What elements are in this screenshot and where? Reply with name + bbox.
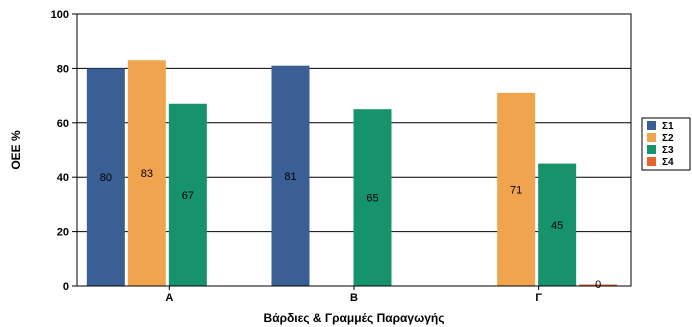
- data-labels: 80 83 67 81 65 71 45 0: [100, 168, 602, 291]
- bar-value-label: 83: [141, 168, 153, 180]
- bar-value-label: 0: [595, 279, 601, 291]
- y-tick-label: 100: [51, 9, 69, 21]
- y-tick-label: 80: [57, 63, 69, 75]
- x-tick-label: Β: [350, 292, 358, 304]
- y-tick-label: 20: [57, 227, 69, 239]
- bar-value-label: 80: [100, 172, 112, 184]
- bar-value-label: 67: [182, 190, 194, 202]
- bar-value-label: 65: [366, 193, 378, 205]
- y-axis-title: OEE %: [9, 130, 23, 170]
- bar-value-label: 71: [510, 184, 522, 196]
- bar: [168, 103, 207, 286]
- legend-label: Σ1: [662, 121, 674, 132]
- legend-label: Σ3: [662, 145, 674, 156]
- bars: [86, 60, 618, 287]
- y-tick-label: 0: [63, 281, 69, 293]
- bar: [271, 65, 310, 287]
- legend-label: Σ4: [662, 157, 674, 168]
- x-axis-ticks: Α Β Γ: [165, 286, 542, 304]
- bar-value-label: 45: [551, 220, 563, 232]
- x-tick-label: Α: [165, 292, 173, 304]
- bar: [86, 68, 125, 287]
- y-tick-label: 40: [57, 172, 69, 184]
- bar: [353, 109, 392, 286]
- legend-swatch: [647, 145, 656, 154]
- legend-swatch: [647, 121, 656, 130]
- legend-label: Σ2: [662, 133, 674, 144]
- bar: [497, 92, 536, 286]
- legend-swatch: [647, 157, 656, 166]
- x-tick-label: Γ: [535, 292, 542, 304]
- bar: [127, 60, 166, 286]
- bar-value-label: 81: [284, 171, 296, 183]
- x-axis-title: Βάρδιες & Γραμμές Παραγωγής: [264, 311, 445, 325]
- bar: [579, 284, 618, 286]
- y-tick-label: 60: [57, 118, 69, 130]
- bar: [538, 163, 577, 286]
- y-axis-ticks: 0 20 40 60 80 100: [51, 9, 77, 293]
- legend-swatch: [647, 133, 656, 142]
